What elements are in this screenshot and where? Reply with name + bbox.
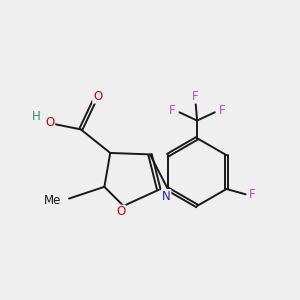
- Text: N: N: [162, 190, 171, 203]
- Text: O: O: [116, 205, 125, 218]
- Text: O: O: [45, 116, 55, 129]
- Text: F: F: [219, 104, 226, 117]
- Text: Me: Me: [44, 194, 61, 207]
- Text: H: H: [32, 110, 41, 123]
- Text: F: F: [169, 104, 175, 117]
- Text: F: F: [192, 90, 199, 103]
- Text: O: O: [93, 90, 102, 103]
- Text: F: F: [249, 188, 255, 201]
